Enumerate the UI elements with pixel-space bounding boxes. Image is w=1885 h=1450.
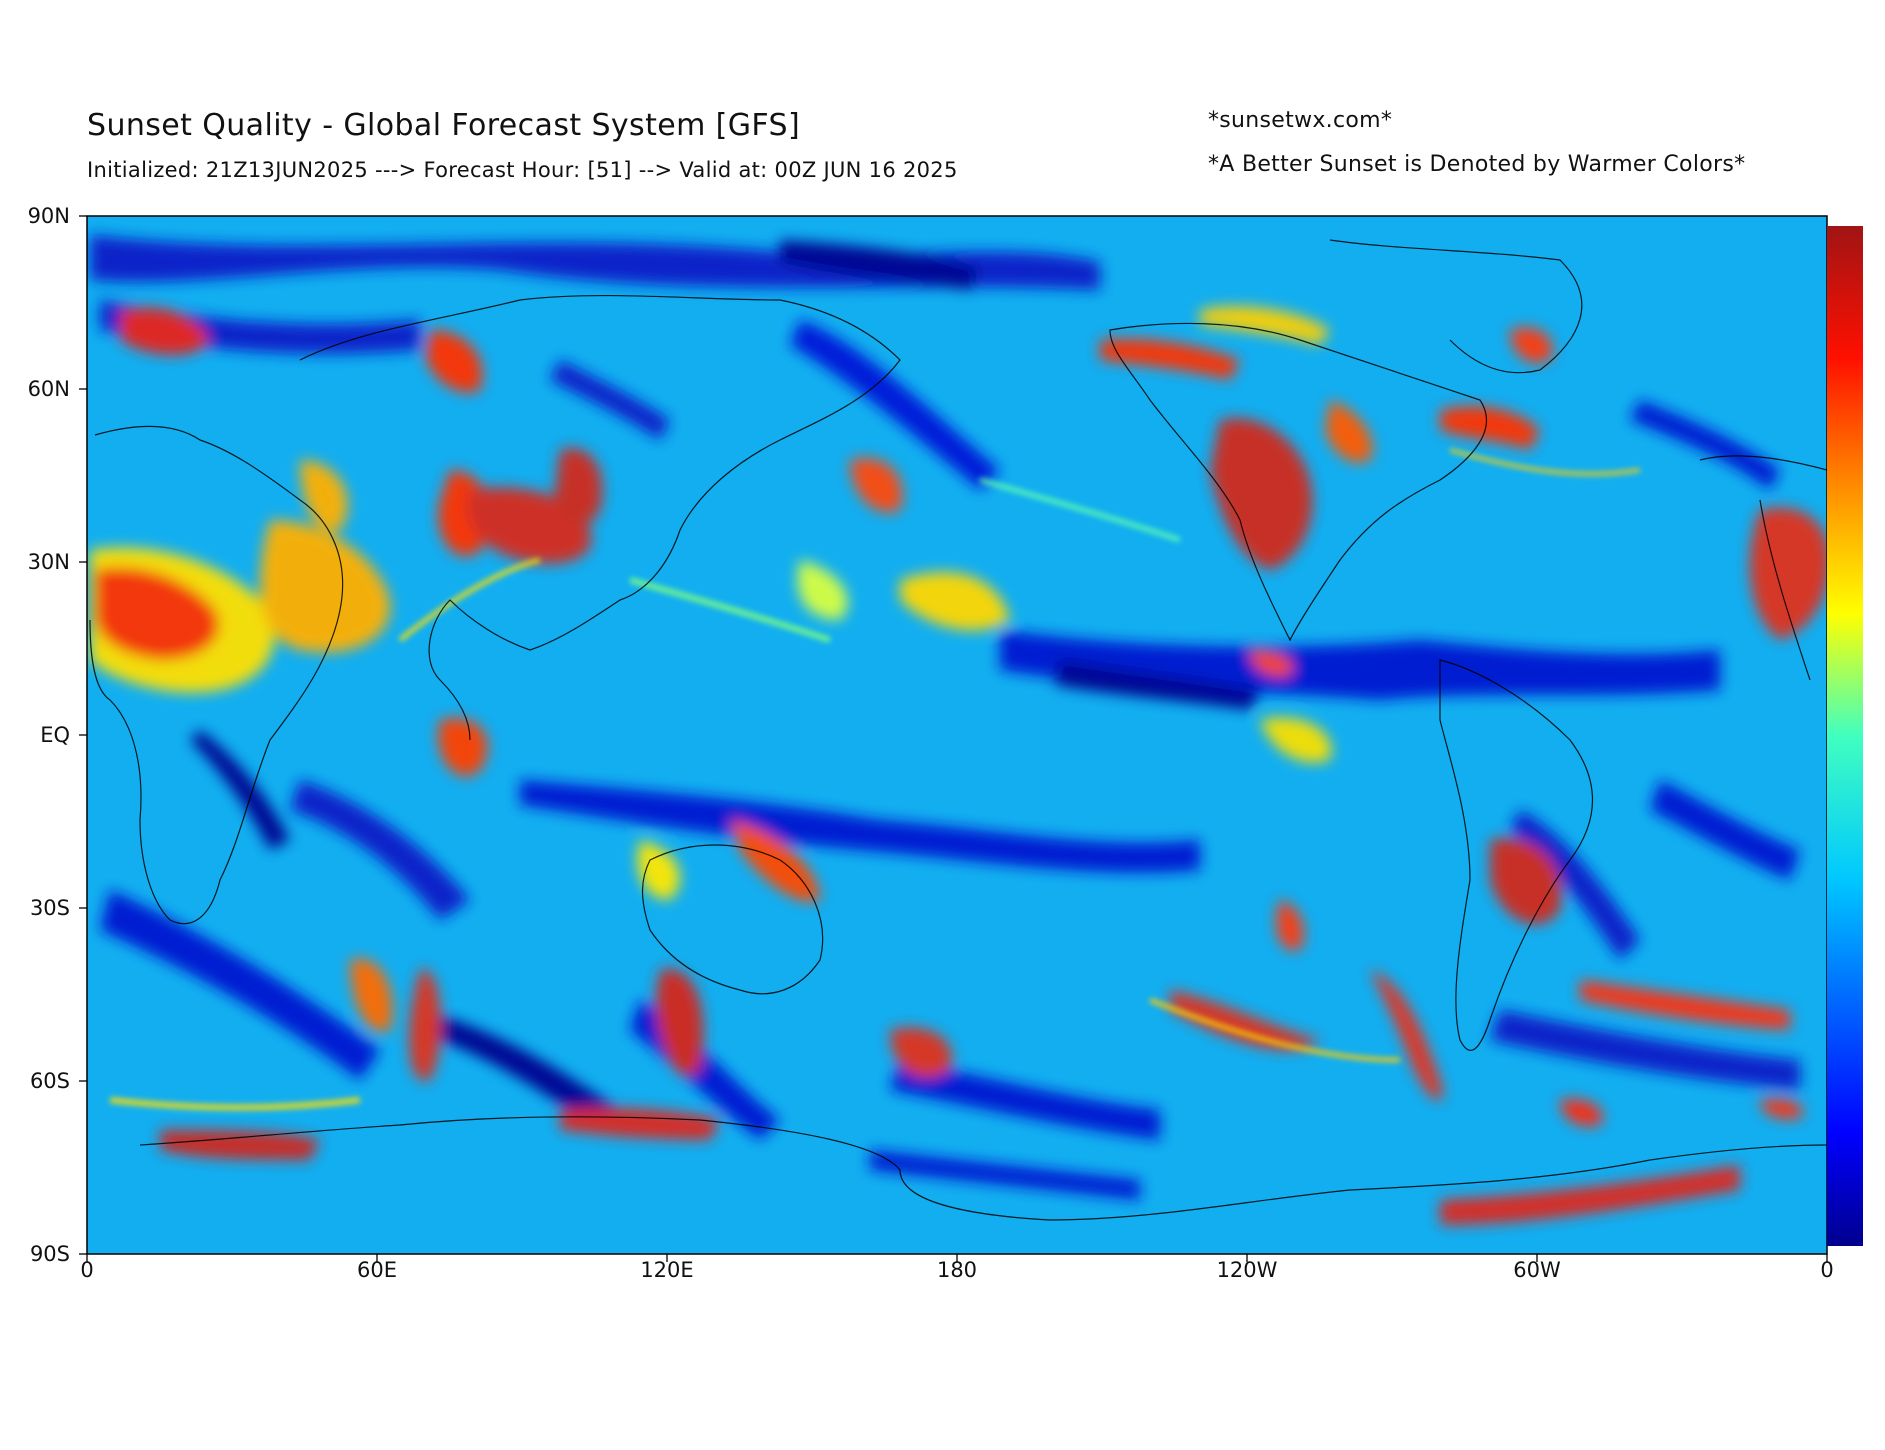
- lat-label-60s: 60S: [29, 1069, 70, 1093]
- colorbar: [1827, 226, 1863, 1246]
- lon-label-0: 0: [80, 1258, 94, 1282]
- axis-ticks: [79, 215, 1828, 1262]
- lat-label-30s: 30S: [29, 896, 70, 920]
- forecast-info: Initialized: 21Z13JUN2025 ---> Forecast …: [87, 158, 958, 182]
- lon-label-60w: 60W: [1513, 1258, 1561, 1282]
- sunset-field: [87, 216, 1827, 1254]
- lat-label-90s: 90S: [29, 1242, 70, 1266]
- color-note: *A Better Sunset is Denoted by Warmer Co…: [1208, 152, 1746, 177]
- lat-label-60n: 60N: [27, 377, 70, 401]
- lat-label-eq: EQ: [40, 723, 70, 747]
- lon-label-180: 180: [936, 1258, 978, 1282]
- lon-label-60e: 60E: [357, 1258, 397, 1282]
- lon-label-120w: 120W: [1216, 1258, 1278, 1282]
- lon-label-0-end: 0: [1820, 1258, 1834, 1282]
- lat-label-90n: 90N: [27, 204, 70, 228]
- coastlines: [89, 239, 1827, 1221]
- lon-label-120e: 120E: [640, 1258, 694, 1282]
- lat-label-30n: 30N: [27, 550, 70, 574]
- map-title: Sunset Quality - Global Forecast System …: [87, 108, 801, 143]
- site-credit: *sunsetwx.com*: [1208, 108, 1393, 133]
